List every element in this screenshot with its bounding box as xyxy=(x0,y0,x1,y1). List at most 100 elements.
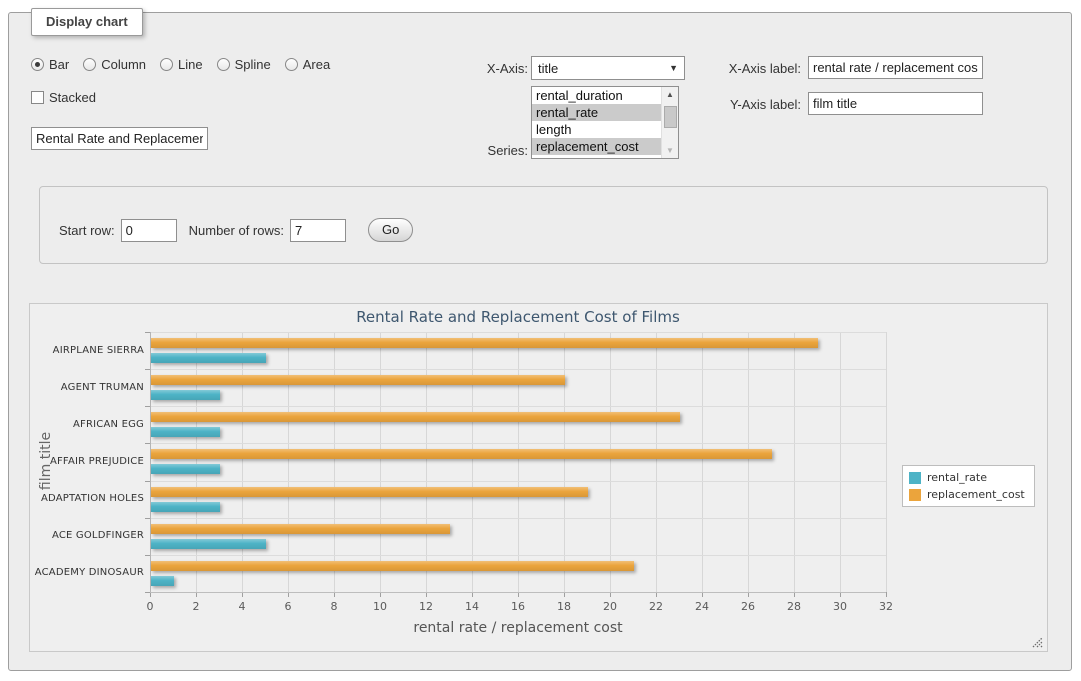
start-row-input[interactable] xyxy=(121,219,177,242)
x-tick-label: 8 xyxy=(314,600,354,613)
bar-rental_rate[interactable] xyxy=(151,576,174,586)
bar-rental_rate[interactable] xyxy=(151,390,220,400)
radio-label: Area xyxy=(303,57,330,72)
bar-replacement_cost[interactable] xyxy=(151,375,565,385)
y-gridline xyxy=(150,332,886,333)
y-category-label: AIRPLANE SIERRA xyxy=(30,345,144,357)
x-gridline xyxy=(840,332,841,592)
go-button[interactable]: Go xyxy=(368,218,413,242)
series-option-length[interactable]: length xyxy=(532,121,661,138)
x-tick-label: 20 xyxy=(590,600,630,613)
bar-rental_rate[interactable] xyxy=(151,427,220,437)
y-axis-line xyxy=(150,332,151,592)
x-axis-select-label: X-Axis: xyxy=(439,61,528,76)
listbox-scrollbar[interactable]: ▲ ▼ xyxy=(661,87,678,158)
scroll-down-icon[interactable]: ▼ xyxy=(662,143,679,158)
bar-rental_rate[interactable] xyxy=(151,464,220,474)
x-tick-label: 6 xyxy=(268,600,308,613)
y-gridline xyxy=(150,406,886,407)
checkbox-icon xyxy=(31,91,44,104)
chart-title-input[interactable] xyxy=(31,127,208,150)
chart-title: Rental Rate and Replacement Cost of Film… xyxy=(150,308,886,326)
x-tick-label: 4 xyxy=(222,600,262,613)
x-tick-label: 10 xyxy=(360,600,400,613)
x-tick-label: 18 xyxy=(544,600,584,613)
x-gridline xyxy=(702,332,703,592)
x-gridline xyxy=(886,332,887,592)
chart-type-radio-line[interactable]: Line xyxy=(160,57,203,72)
y-gridline xyxy=(150,443,886,444)
x-tick-label: 26 xyxy=(728,600,768,613)
y-gridline xyxy=(150,369,886,370)
x-gridline xyxy=(794,332,795,592)
number-of-rows-input[interactable] xyxy=(290,219,346,242)
x-tick-label: 0 xyxy=(130,600,170,613)
bar-replacement_cost[interactable] xyxy=(151,487,588,497)
stacked-checkbox-row: Stacked xyxy=(31,90,96,105)
chart-type-radio-group: Bar Column Line Spline Area xyxy=(31,57,330,72)
scrollbar-thumb[interactable] xyxy=(664,106,677,128)
series-option-replacement-cost[interactable]: replacement_cost xyxy=(532,138,661,155)
x-tick-label: 12 xyxy=(406,600,446,613)
x-gridline xyxy=(610,332,611,592)
x-tick-label: 14 xyxy=(452,600,492,613)
legend-label: rental_rate xyxy=(927,471,987,484)
radio-icon xyxy=(285,58,298,71)
start-row-label: Start row: xyxy=(59,223,115,238)
x-gridline xyxy=(288,332,289,592)
x-axis-line xyxy=(150,592,886,593)
bar-replacement_cost[interactable] xyxy=(151,412,680,422)
radio-selected-icon xyxy=(31,58,44,71)
bar-replacement_cost[interactable] xyxy=(151,338,818,348)
chart-legend: rental_rate replacement_cost xyxy=(902,465,1035,507)
bar-rental_rate[interactable] xyxy=(151,353,266,363)
rows-panel: Start row: Number of rows: Go xyxy=(39,186,1048,264)
x-tick-label: 30 xyxy=(820,600,860,613)
x-gridline xyxy=(564,332,565,592)
bar-replacement_cost[interactable] xyxy=(151,561,634,571)
legend-item-rental_rate[interactable]: rental_rate xyxy=(909,471,1025,484)
y-category-label: AGENT TRUMAN xyxy=(30,382,144,394)
series-option-rental-rate[interactable]: rental_rate xyxy=(532,104,661,121)
scroll-up-icon[interactable]: ▲ xyxy=(662,87,679,102)
x-axis-tick xyxy=(886,592,887,597)
radio-icon xyxy=(217,58,230,71)
panel-title: Display chart xyxy=(31,8,143,36)
chart-type-radio-area[interactable]: Area xyxy=(285,57,330,72)
x-tick-label: 28 xyxy=(774,600,814,613)
legend-item-replacement_cost[interactable]: replacement_cost xyxy=(909,488,1025,501)
number-of-rows-label: Number of rows: xyxy=(189,223,284,238)
x-gridline xyxy=(334,332,335,592)
chart-type-radio-bar[interactable]: Bar xyxy=(31,57,69,72)
radio-label: Column xyxy=(101,57,146,72)
x-axis-title: rental rate / replacement cost xyxy=(150,620,886,636)
x-gridline xyxy=(426,332,427,592)
y-axis-label-field-label: Y-Axis label: xyxy=(711,97,801,112)
chart-type-radio-spline[interactable]: Spline xyxy=(217,57,271,72)
x-tick-label: 22 xyxy=(636,600,676,613)
bar-replacement_cost[interactable] xyxy=(151,449,772,459)
display-chart-panel: Display chart Bar Column Line Spline Are… xyxy=(8,12,1072,671)
x-tick-label: 24 xyxy=(682,600,722,613)
chart-type-radio-column[interactable]: Column xyxy=(83,57,146,72)
chevron-down-icon: ▼ xyxy=(669,63,678,73)
checkbox-label: Stacked xyxy=(49,90,96,105)
y-axis-label-input[interactable] xyxy=(808,92,983,115)
x-gridline xyxy=(242,332,243,592)
resize-handle-icon[interactable] xyxy=(1032,637,1043,648)
bar-replacement_cost[interactable] xyxy=(151,524,450,534)
x-gridline xyxy=(656,332,657,592)
x-axis-selected-value: title xyxy=(538,61,669,76)
y-gridline xyxy=(150,481,886,482)
stacked-checkbox[interactable]: Stacked xyxy=(31,90,96,105)
bar-rental_rate[interactable] xyxy=(151,502,220,512)
y-category-label: ACADEMY DINOSAUR xyxy=(30,567,144,579)
x-gridline xyxy=(380,332,381,592)
legend-swatch-icon xyxy=(909,472,921,484)
x-axis-label-input[interactable] xyxy=(808,56,983,79)
x-axis-label-field-label: X-Axis label: xyxy=(711,61,801,76)
bar-rental_rate[interactable] xyxy=(151,539,266,549)
x-axis-select[interactable]: title ▼ xyxy=(531,56,685,80)
series-option-rental-duration[interactable]: rental_duration xyxy=(532,87,661,104)
series-listbox[interactable]: rental_duration rental_rate length repla… xyxy=(531,86,679,159)
